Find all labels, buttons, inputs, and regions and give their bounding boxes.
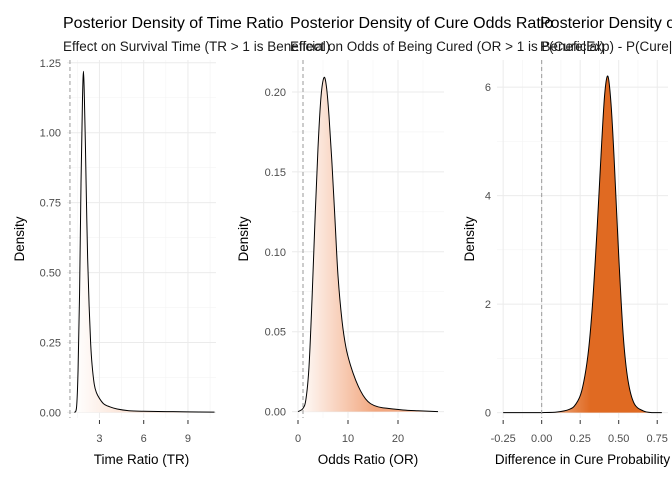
- y-tick-label: 0.25: [40, 337, 61, 349]
- y-tick-label: 0.15: [265, 167, 286, 179]
- chart-subtitle: Effect on Survival Time (TR > 1 is Benef…: [63, 39, 330, 54]
- x-tick-label: 9: [185, 433, 191, 445]
- x-axis-title: Odds Ratio (OR): [318, 452, 419, 467]
- y-tick-label: 0.75: [40, 198, 61, 210]
- y-axis-title: Density: [236, 216, 251, 261]
- y-tick-label: 0.05: [265, 327, 286, 339]
- chart-title: Posterior Density of Cure Probability Di…: [540, 15, 672, 32]
- density-curve: [297, 76, 439, 413]
- density-area: [298, 77, 438, 412]
- y-axis-title: Density: [12, 216, 27, 261]
- y-tick-label: 4: [485, 191, 491, 203]
- x-axis-title: Time Ratio (TR): [94, 452, 190, 467]
- y-tick-label: 0.10: [265, 247, 286, 259]
- density-curve: [503, 75, 662, 414]
- x-tick-label: 20: [392, 433, 404, 445]
- y-tick-label: 1.00: [40, 128, 61, 140]
- chart-panel-3: 0 2 4 6 -0.25 0.00 0.25 0.50 0.75 Difference in C…: [462, 60, 670, 467]
- density-area: [74, 71, 215, 413]
- x-tick-label: 0.25: [569, 433, 590, 445]
- y-tick-label: 0: [485, 408, 491, 420]
- chart-panel-1: 0.00 0.25 0.50 0.75 1.00 1.25 3 6 9 Time Ratio (T…: [12, 58, 216, 467]
- x-tick-label: 3: [96, 433, 102, 445]
- y-tick-label: 1.25: [40, 58, 61, 70]
- y-tick-label: 0.20: [265, 87, 286, 99]
- chart-subtitle: Effect on Odds of Being Cured (OR > 1 is…: [290, 39, 605, 54]
- chart-subtitle: P(Cure|Exp) - P(Cure|Ctrl): [540, 39, 672, 54]
- x-tick-label: 0.00: [531, 433, 552, 445]
- y-tick-label: 2: [485, 299, 491, 311]
- x-tick-label: 0.50: [608, 433, 629, 445]
- y-tick-label: 0.00: [40, 407, 61, 419]
- y-axis-title: Density: [462, 216, 477, 261]
- x-tick-label: 0.75: [647, 433, 668, 445]
- y-tick-label: 0.00: [265, 407, 286, 419]
- y-tick-label: 0.50: [40, 268, 61, 280]
- chart-title: Posterior Density of Time Ratio: [63, 15, 284, 32]
- x-tick-label: -0.25: [491, 433, 516, 445]
- x-tick-label: 6: [141, 433, 147, 445]
- x-tick-label: 10: [342, 433, 354, 445]
- density-curve: [73, 70, 215, 413]
- x-tick-label: 0: [295, 433, 301, 445]
- chart-panel-2: 0.00 0.05 0.10 0.15 0.20 0 10 20 Odds Ratio (OR)…: [236, 60, 444, 467]
- density-area: [503, 75, 662, 413]
- chart-title: Posterior Density of Cure Odds Ratio: [290, 15, 553, 32]
- y-tick-label: 6: [485, 82, 491, 94]
- x-axis-title: Difference in Cure Probability: [495, 452, 671, 467]
